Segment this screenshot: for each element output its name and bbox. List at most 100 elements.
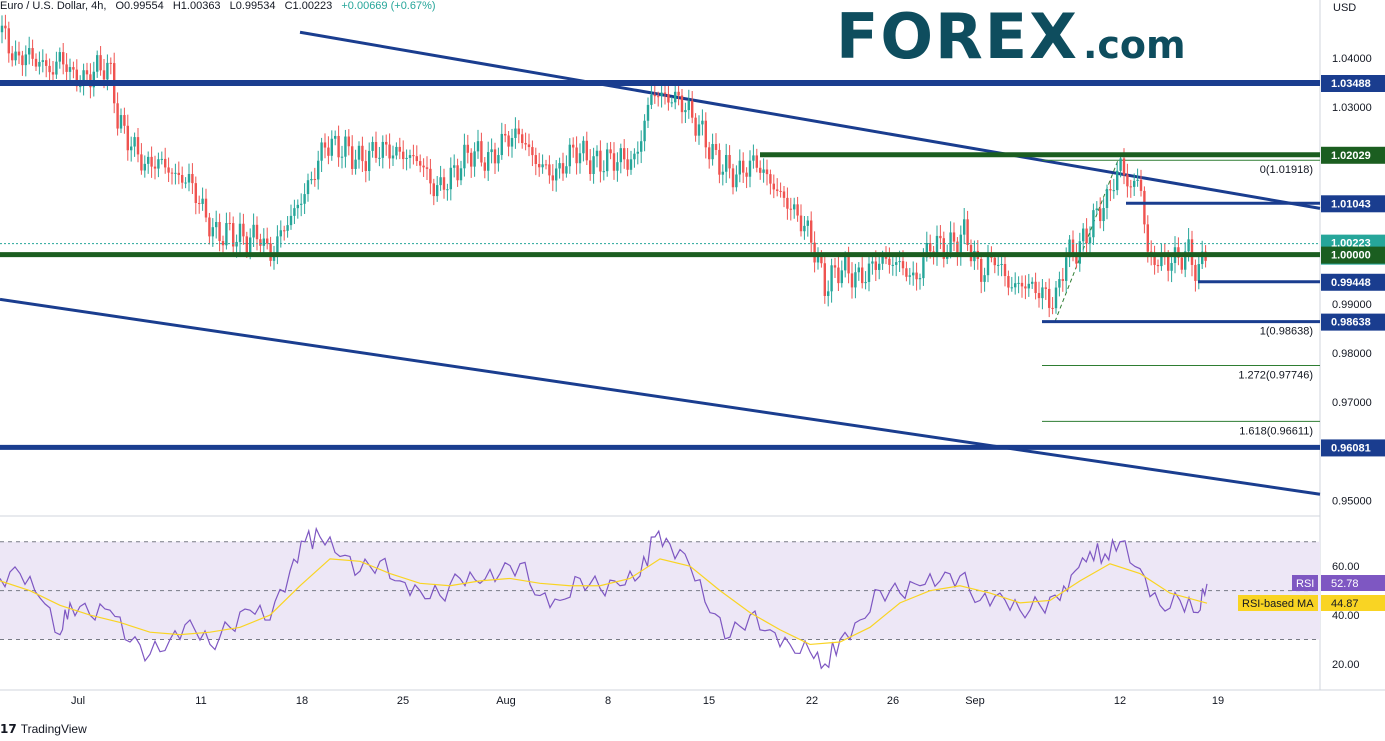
candle-body — [266, 238, 269, 244]
candle-body — [521, 134, 524, 144]
time-axis[interactable]: Jul 11 18 25 Aug 8 15 22 26 Sep 12 19 — [71, 695, 1224, 707]
candle-body — [337, 135, 340, 158]
candle-body — [1160, 254, 1163, 267]
candle-body — [1092, 210, 1095, 238]
candle-body — [711, 144, 714, 160]
candle-body — [306, 180, 310, 195]
candle-body — [442, 177, 446, 190]
candle-body — [0, 25, 4, 33]
candle-body — [1167, 256, 1170, 271]
candle-body — [803, 225, 806, 232]
candle-body — [466, 144, 469, 153]
candle-body — [854, 272, 857, 288]
candle-body — [1180, 257, 1183, 270]
candle-body — [1024, 286, 1027, 289]
candle-body — [279, 230, 282, 237]
forex-logo: FOREX .com — [836, 0, 1186, 73]
candle-body — [398, 146, 401, 152]
time-tick-label: 26 — [887, 695, 899, 707]
rsi-ma-value-tag — [1321, 595, 1385, 611]
time-tick-label: 19 — [1212, 695, 1224, 707]
symbol-name[interactable]: Euro / U.S. Dollar, 4h, — [0, 0, 107, 12]
candle-body — [687, 100, 690, 111]
rsi-tick-label: 20.00 — [1332, 659, 1360, 671]
candle-body — [201, 198, 204, 204]
ohlc-low: L0.99534 — [229, 0, 276, 12]
candle-body — [218, 221, 221, 242]
candle-body — [786, 197, 789, 209]
price-axis[interactable]: 1.04000 1.03000 0.99000 0.98000 0.97000 0.950… — [1332, 53, 1372, 508]
candle-body — [517, 128, 520, 135]
candle-body — [157, 159, 160, 169]
currency-label: USD — [1333, 2, 1356, 14]
candle-body — [405, 157, 408, 160]
ohlc-open: O0.99554 — [115, 0, 164, 12]
candle-body — [1034, 281, 1037, 294]
candle-body — [680, 95, 684, 113]
candle-body — [993, 257, 996, 266]
candle-body — [497, 155, 500, 164]
candle-body — [510, 137, 514, 147]
candle-body — [429, 168, 432, 184]
candle-body — [24, 54, 27, 66]
candle-body — [663, 92, 667, 94]
candle-body — [847, 255, 850, 274]
candle-body — [908, 275, 911, 277]
candle-body — [850, 273, 854, 288]
candle-body — [147, 156, 150, 164]
candle-body — [55, 61, 58, 75]
horizontal-levels[interactable] — [0, 80, 1320, 450]
candle-body — [48, 65, 51, 73]
candle-body — [670, 102, 673, 104]
candle-body — [11, 53, 14, 61]
candle-body — [956, 241, 959, 255]
candle-body — [589, 160, 592, 175]
rsi-axis[interactable]: 60.00 40.00 20.00 — [1332, 561, 1360, 671]
candle-body — [1054, 287, 1058, 309]
candle-body — [762, 169, 765, 173]
candle-body — [211, 227, 214, 237]
price-tick-label: 0.99000 — [1332, 299, 1372, 311]
candle-body — [667, 93, 670, 103]
candle-body — [92, 71, 95, 88]
candle-body — [759, 167, 762, 173]
candle-body — [133, 137, 136, 147]
candle-body — [748, 160, 752, 177]
candle-body — [493, 149, 497, 164]
candle-body — [51, 72, 55, 75]
candle-body — [4, 25, 7, 29]
level-price-tag — [1321, 439, 1385, 457]
candle-body — [1170, 263, 1173, 271]
time-tick-label: Sep — [965, 695, 985, 707]
candle-body — [7, 28, 10, 54]
candle-body — [470, 152, 473, 167]
candle-body — [28, 48, 31, 55]
price-tick-label: 0.97000 — [1332, 397, 1372, 409]
candle-body — [568, 144, 571, 167]
candle-body — [170, 172, 174, 174]
candle-body — [1000, 263, 1003, 265]
candle-body — [660, 92, 663, 97]
candle-body — [918, 278, 922, 280]
candle-body — [874, 261, 877, 270]
candle-body — [609, 149, 612, 154]
candle-body — [1044, 287, 1047, 289]
candle-body — [864, 281, 867, 284]
candle-body — [504, 133, 507, 136]
candle-body — [283, 230, 286, 232]
candle-body — [558, 163, 561, 169]
trendlines[interactable] — [0, 30, 1321, 496]
candle-body — [619, 148, 622, 163]
candle-body — [347, 136, 350, 147]
candle-body — [640, 141, 643, 152]
candle-body — [436, 185, 439, 197]
candle-body — [789, 208, 792, 210]
candle-body — [432, 183, 435, 197]
candle-body — [820, 255, 823, 264]
rsi-name-tag — [1292, 575, 1318, 591]
tradingview-watermark[interactable]: 17 TradingView — [0, 722, 87, 736]
candle-body — [160, 158, 163, 160]
candle-body — [939, 235, 942, 239]
candle-body — [595, 150, 599, 157]
